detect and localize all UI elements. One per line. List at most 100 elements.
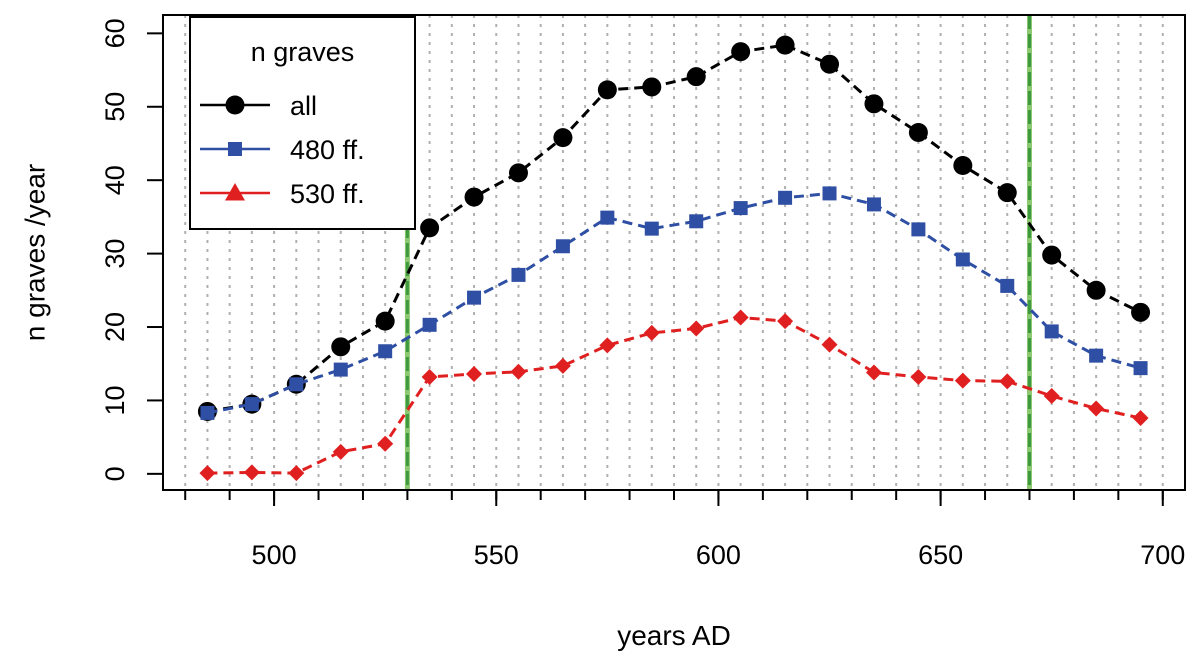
data-point [421,368,438,385]
data-point [288,465,305,482]
data-point [420,218,440,238]
data-point [908,122,928,142]
data-point [688,320,705,337]
data-point [775,35,795,55]
legend-label: 480 ff. [290,135,365,165]
y-tick-label: 0 [100,466,130,481]
series [200,186,1148,420]
series-line [207,315,1141,475]
legend-marker [225,95,245,115]
data-point [464,187,484,207]
data-point [510,363,527,380]
legend-marker [228,142,242,156]
data-point [732,309,749,326]
data-point [642,77,662,97]
data-point [911,222,926,237]
legend-marker [225,183,245,201]
data-point [377,435,394,452]
series [199,309,1149,482]
data-point [1131,302,1151,322]
data-point [954,372,971,389]
legend: n graves all 480 ff. 530 ff. [189,16,416,230]
x-tick-label: 700 [1140,540,1185,570]
y-axis-title: n graves /year [20,164,51,341]
legend-item: 480 ff. [200,135,365,165]
data-point [331,337,351,357]
data-point [597,80,617,100]
data-point [865,364,882,381]
data-point [910,368,927,385]
x-axis-title: years AD [617,620,731,651]
data-point [953,156,973,176]
legend-title: n graves [251,37,355,67]
data-point [731,42,751,62]
y-tick-label: 50 [100,92,130,122]
data-point [511,267,526,282]
data-point [1044,324,1059,339]
data-point [200,405,215,420]
y-tick-label: 40 [100,165,130,195]
data-point [1043,388,1060,405]
data-point [375,311,395,331]
data-point [244,397,259,412]
data-point [821,336,838,353]
x-tick-label: 550 [474,540,519,570]
series-line [207,191,1142,415]
data-point [689,214,704,229]
legend-item: 530 ff. [200,179,365,209]
data-point [997,183,1017,203]
data-point [1086,280,1106,300]
data-point [555,239,570,254]
y-tick-label: 20 [100,312,130,342]
data-point [866,197,881,212]
y-tick-label: 10 [100,385,130,415]
legend-items: all 480 ff. 530 ff. [200,91,365,209]
data-point [777,313,794,330]
data-point [999,373,1016,390]
data-point [822,186,837,201]
data-point [733,201,748,216]
data-point [864,94,884,114]
data-point [508,163,528,183]
x-tick-label: 600 [696,540,741,570]
legend-label: 530 ff. [290,179,365,209]
data-point [332,443,349,460]
data-point [467,290,482,305]
data-point [778,190,793,205]
data-point [686,67,706,87]
data-point [378,344,393,359]
data-point [600,210,615,225]
data-point [199,465,216,482]
x-tick-label: 650 [918,540,963,570]
data-point [554,357,571,374]
y-tick-label: 30 [100,239,130,269]
data-point [243,464,260,481]
legend-item: all [200,91,317,121]
data-point [599,337,616,354]
data-point [820,54,840,74]
data-point [289,377,304,392]
data-point [1132,410,1149,427]
y-tick-label: 60 [100,18,130,48]
y-axis: 0 10 20 30 40 50 60 [100,18,163,481]
data-point [1042,245,1062,265]
data-point [1089,348,1104,363]
data-point [1133,361,1148,376]
data-point [644,221,659,236]
data-point [466,366,483,383]
data-point [333,362,348,377]
data-point [1000,278,1015,293]
data-point [422,317,437,332]
legend-label: all [290,91,317,121]
data-point [643,324,660,341]
x-axis: 500 550 600 650 700 [184,490,1185,570]
reference-lines [404,15,1032,490]
series-line [207,43,1142,413]
x-tick-label: 500 [252,540,297,570]
data-point [1088,400,1105,417]
data-point [553,128,573,148]
series-layer [197,35,1151,482]
data-point [955,252,970,267]
